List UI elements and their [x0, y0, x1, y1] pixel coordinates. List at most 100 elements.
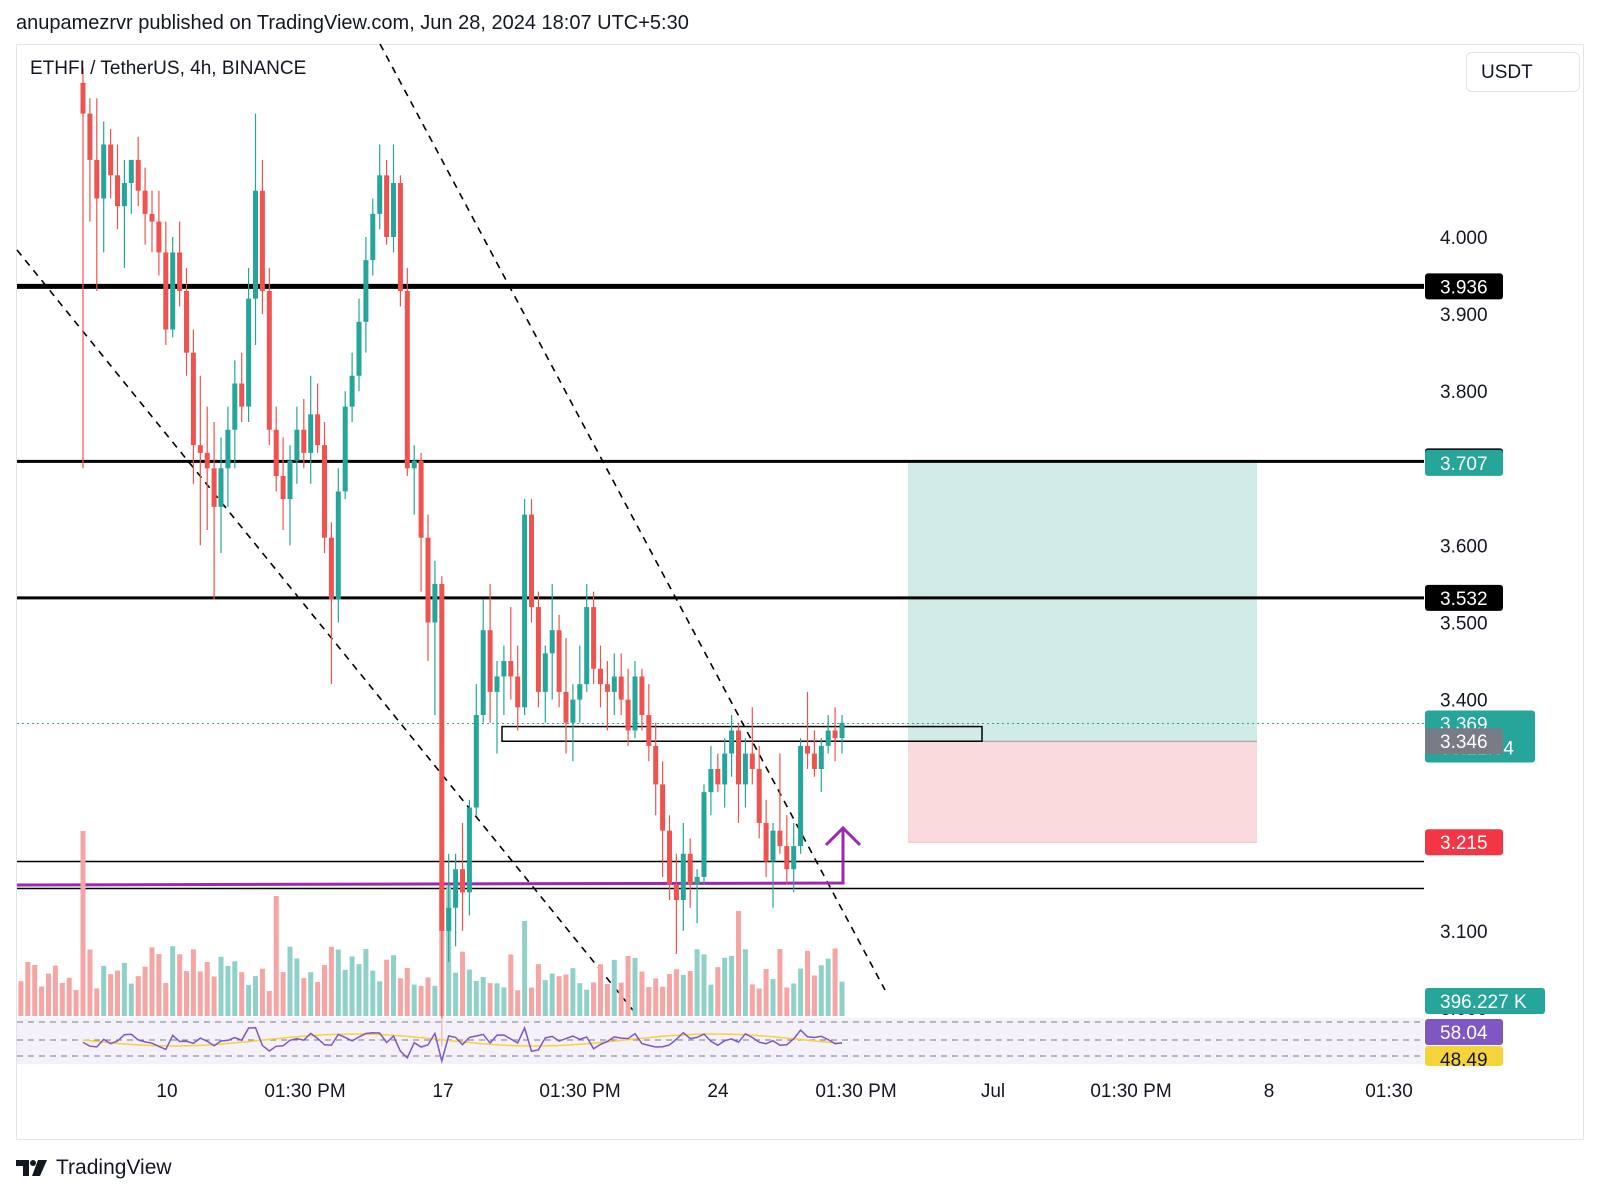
up-arrow-icon — [824, 825, 862, 847]
volume-bar — [508, 954, 514, 1016]
candle-body — [197, 445, 203, 453]
volume-bar — [384, 959, 390, 1016]
chart-frame — [16, 44, 1584, 1140]
volume-bar — [121, 962, 127, 1016]
rsi-ma-tag — [1425, 1046, 1503, 1066]
brand-name: TradingView — [56, 1156, 172, 1179]
volume-bar — [811, 975, 817, 1016]
candle-body — [473, 715, 479, 808]
volume-bar — [377, 981, 383, 1016]
volume-bar — [87, 949, 93, 1016]
candle-body — [384, 175, 390, 237]
candle-body — [687, 853, 693, 885]
volume-bar — [322, 965, 327, 1016]
volume-bar — [708, 984, 714, 1016]
rsi-line — [82, 1025, 843, 1064]
volume-bar — [142, 966, 148, 1016]
volume-bar — [715, 967, 721, 1016]
candle-body — [259, 190, 265, 291]
candle-body — [328, 537, 334, 600]
volume-bar — [163, 982, 169, 1016]
candle-body — [280, 476, 286, 500]
candle-body — [487, 630, 493, 692]
candle-body — [466, 807, 472, 893]
candle-body — [667, 830, 672, 885]
candle-body — [542, 653, 548, 692]
candle-body — [653, 745, 659, 785]
candle-body — [190, 352, 196, 446]
support-line — [16, 828, 845, 887]
candle-body — [453, 869, 459, 908]
x-tick-label: 01:30 PM — [1090, 1081, 1171, 1102]
candle-body — [349, 375, 355, 407]
volume-bar — [818, 965, 824, 1016]
candle-body — [142, 190, 148, 214]
y-tick-label: 3.500 — [1440, 614, 1488, 635]
candle-body — [232, 383, 238, 430]
candle-body — [584, 607, 590, 685]
symbol-info[interactable]: ETHFI / TetherUS, 4h, BINANCE — [30, 58, 307, 79]
rsi-ma-tag-value: 48.49 — [1440, 1050, 1488, 1071]
candle-body — [480, 630, 486, 716]
candle-body — [784, 846, 790, 870]
candle-body — [356, 321, 362, 376]
volume-bar — [722, 957, 728, 1016]
candle-body — [673, 884, 679, 901]
candle-body — [522, 514, 528, 708]
volume-bar — [756, 988, 762, 1016]
candle-body — [494, 676, 500, 692]
volume-bar — [46, 973, 51, 1016]
y-tick-label: 3.600 — [1440, 536, 1488, 557]
candle-body — [301, 429, 307, 453]
price-tag — [1425, 273, 1503, 300]
stop-zone — [908, 741, 1257, 843]
candle-body — [170, 252, 176, 330]
candle-body — [811, 753, 817, 769]
price-tag — [1425, 449, 1503, 476]
candle-body — [315, 414, 321, 446]
candle-body — [708, 768, 714, 793]
candle-body — [549, 630, 555, 654]
candle-body — [287, 460, 293, 500]
volume-tag — [1425, 988, 1545, 1014]
candle-body — [397, 183, 403, 291]
candle-body — [377, 175, 383, 214]
candle-body — [460, 869, 465, 893]
volume-bar — [149, 947, 155, 1016]
volume-bar — [253, 976, 258, 1016]
volume-bar — [66, 977, 72, 1016]
volume-bar — [549, 973, 555, 1016]
candle-body — [742, 753, 748, 785]
x-tick-label: 10 — [156, 1081, 177, 1102]
volume-bar — [18, 981, 24, 1016]
candle-body — [515, 676, 521, 708]
candle-body — [342, 406, 348, 492]
candle-body — [832, 730, 838, 739]
volume-bar — [308, 972, 314, 1016]
candle-body — [791, 846, 797, 870]
candle-body — [101, 144, 107, 199]
volume-bar — [135, 976, 141, 1016]
volume-bar — [363, 948, 369, 1016]
candle-body — [128, 159, 134, 184]
candle-body — [177, 252, 183, 291]
candle-body — [149, 213, 155, 222]
x-tick-label: 24 — [707, 1081, 729, 1102]
candle-body — [508, 661, 514, 677]
volume-bar — [791, 983, 797, 1016]
candle-body — [722, 753, 728, 785]
candle-body — [335, 491, 341, 600]
y-tick-label: 3.800 — [1440, 382, 1488, 403]
candle-body — [660, 784, 666, 831]
candle-body — [163, 252, 169, 330]
candle-body — [404, 290, 410, 469]
candle-body — [729, 730, 735, 754]
candle-body — [556, 630, 562, 692]
volume-bar — [94, 988, 100, 1016]
volume-bar — [342, 969, 348, 1016]
candle-body — [115, 175, 120, 207]
currency-selector[interactable]: USDT — [1466, 52, 1580, 92]
candle-body — [618, 676, 624, 700]
tradingview-brand[interactable]: TradingView — [16, 1156, 172, 1180]
